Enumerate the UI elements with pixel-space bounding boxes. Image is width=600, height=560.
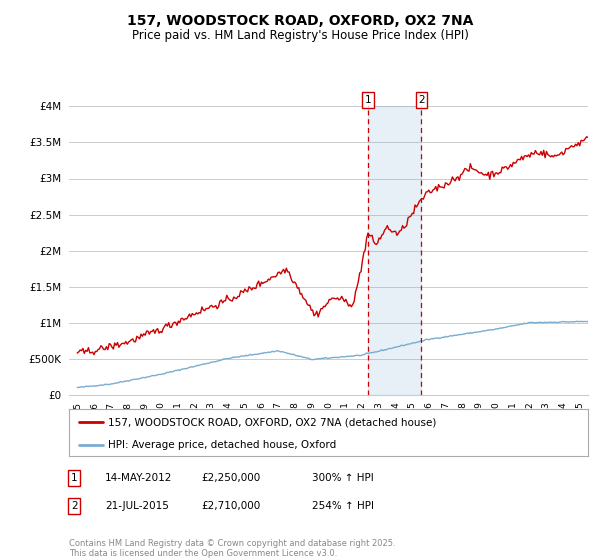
Text: 254% ↑ HPI: 254% ↑ HPI [312,501,374,511]
Text: 300% ↑ HPI: 300% ↑ HPI [312,473,374,483]
Text: 157, WOODSTOCK ROAD, OXFORD, OX2 7NA (detached house): 157, WOODSTOCK ROAD, OXFORD, OX2 7NA (de… [108,417,436,427]
Text: HPI: Average price, detached house, Oxford: HPI: Average price, detached house, Oxfo… [108,440,336,450]
Bar [368,106,421,395]
Text: Price paid vs. HM Land Registry's House Price Index (HPI): Price paid vs. HM Land Registry's House … [131,29,469,42]
Text: £2,250,000: £2,250,000 [201,473,260,483]
Text: 157, WOODSTOCK ROAD, OXFORD, OX2 7NA: 157, WOODSTOCK ROAD, OXFORD, OX2 7NA [127,14,473,28]
Text: 21-JUL-2015: 21-JUL-2015 [105,501,169,511]
Text: 1: 1 [365,95,371,105]
Text: Contains HM Land Registry data © Crown copyright and database right 2025.
This d: Contains HM Land Registry data © Crown c… [69,539,395,558]
Text: 2: 2 [418,95,425,105]
Text: 1: 1 [71,473,77,483]
Text: 2: 2 [71,501,77,511]
Text: £2,710,000: £2,710,000 [201,501,260,511]
Text: 14-MAY-2012: 14-MAY-2012 [105,473,172,483]
